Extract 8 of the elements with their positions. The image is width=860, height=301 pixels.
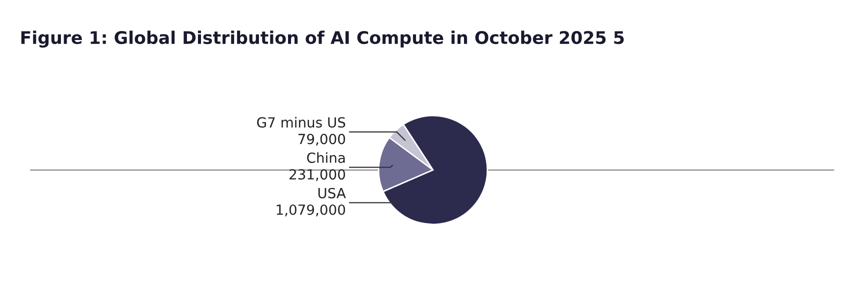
data-label: 1,079,000 [276, 204, 346, 216]
slice-label: USA [318, 188, 346, 198]
data-label: 79,000 [298, 134, 346, 146]
chart-title: Figure 1: Global Distribution of AI Compute in October 2025 5 [21, 30, 624, 48]
slice-label: G7 minus US [257, 116, 346, 128]
pie-slice [382, 114, 488, 226]
data-label: 231,000 [290, 169, 346, 182]
slice-label: China [307, 152, 345, 164]
